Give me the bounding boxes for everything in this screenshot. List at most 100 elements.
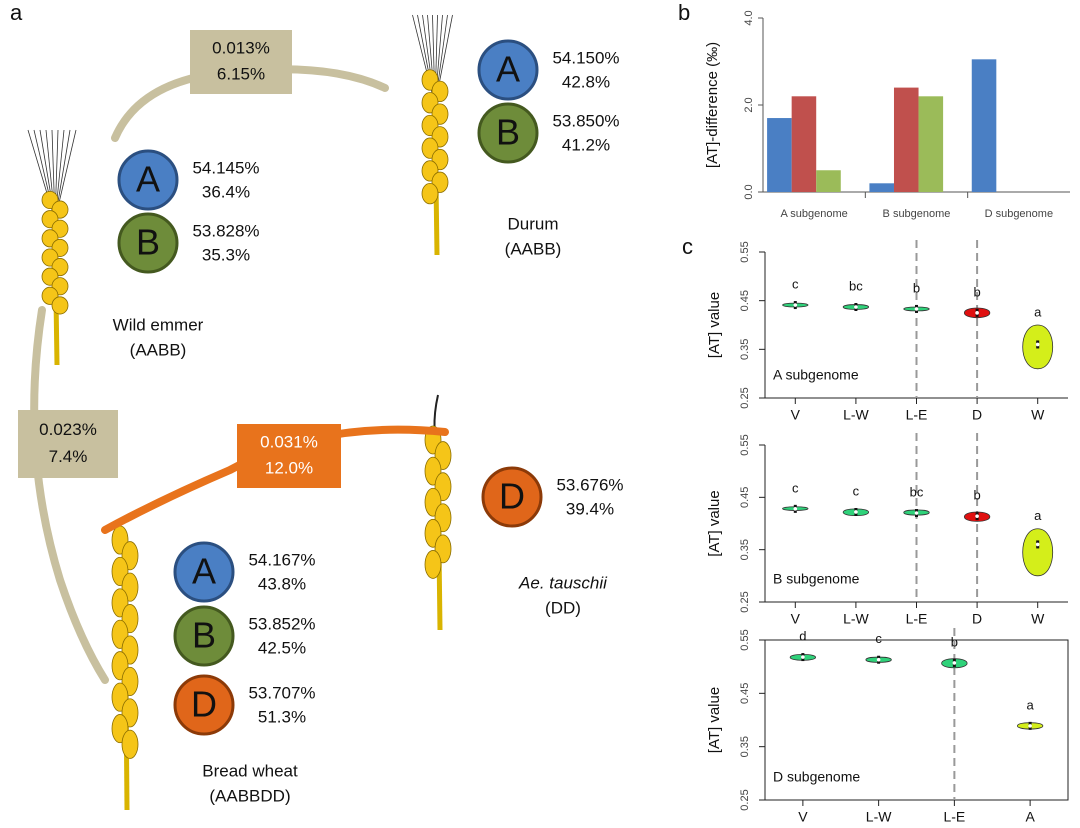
x-tick-label: L-W: [866, 809, 892, 825]
y-axis-title: [AT] value: [706, 687, 723, 753]
subgenome-circle: [477, 102, 539, 164]
subgenome-value: 53.707%: [248, 683, 315, 702]
species-name: Wild emmer: [113, 315, 204, 334]
y-tick-label: 0.45: [739, 683, 751, 704]
violin-median: [801, 655, 805, 659]
violin-median: [952, 661, 957, 665]
significance-letter: c: [792, 480, 799, 495]
bar: [893, 87, 919, 192]
bar: [971, 59, 997, 193]
panel-label: c: [682, 234, 693, 259]
x-tick-label: A subgenome: [781, 208, 848, 220]
arrow-box: [190, 30, 292, 94]
subgenome-value: 51.3%: [258, 707, 306, 726]
x-tick-label: L-E: [906, 407, 928, 423]
x-tick-label: B subgenome: [883, 208, 951, 220]
subgenome-value: 53.676%: [556, 475, 623, 494]
subgenome-value: 36.4%: [202, 182, 250, 201]
subgenome-label: A subgenome: [773, 367, 859, 383]
violin-median: [914, 307, 919, 311]
violin-median: [1035, 342, 1040, 347]
violin-median: [914, 511, 919, 515]
violin-median: [975, 311, 979, 315]
subgenome-value: 43.8%: [258, 574, 306, 593]
violin-median: [876, 657, 881, 662]
y-tick-label: 0.45: [739, 487, 751, 508]
subgenome-letter: D: [499, 476, 525, 517]
significance-letter: a: [1034, 304, 1042, 319]
arrow-label: 0.031%: [260, 433, 318, 452]
subgenome-letter: B: [136, 222, 160, 263]
x-tick-label: D subgenome: [985, 208, 1054, 220]
subgenome-letter: A: [192, 551, 216, 592]
y-axis-title: [AT]-difference (‰): [704, 42, 721, 168]
subgenome-label: B subgenome: [773, 571, 860, 587]
x-tick-label: L-E: [943, 809, 965, 825]
subgenome-value: 54.150%: [552, 48, 619, 67]
species-name: Durum: [507, 214, 558, 233]
subgenome-circle: [477, 39, 539, 101]
panel-label: a: [10, 0, 23, 25]
violin-median: [793, 507, 798, 511]
significance-letter: bc: [849, 278, 863, 293]
y-tick-label: 0.55: [739, 241, 751, 262]
subgenome-letter: A: [136, 159, 160, 200]
subgenome-circle: [481, 466, 543, 528]
spikelet: [421, 183, 439, 205]
x-tick-label: V: [798, 809, 808, 825]
x-tick-label: V: [791, 407, 801, 423]
violin-median: [793, 303, 798, 307]
species-genome: (AABB): [505, 239, 562, 258]
panel-label: b: [678, 0, 690, 25]
violin-median: [854, 305, 858, 309]
species-name: Bread wheat: [202, 761, 298, 780]
subgenome-value: 42.5%: [258, 638, 306, 657]
subgenome-value: 54.145%: [192, 158, 259, 177]
subgenome-value: 41.2%: [562, 135, 610, 154]
species-genome: (AABB): [130, 340, 187, 359]
spikelet: [51, 296, 69, 315]
x-tick-label: W: [1031, 611, 1045, 627]
y-axis-title: [AT] value: [706, 292, 723, 358]
significance-letter: bc: [910, 484, 924, 499]
subgenome-circle: [117, 212, 179, 274]
subgenome-value: 42.8%: [562, 72, 610, 91]
x-tick-label: V: [791, 611, 801, 627]
x-tick-label: L-W: [843, 407, 869, 423]
y-tick-label: 2.0: [743, 97, 755, 112]
violin-median: [1035, 542, 1040, 547]
arrow-box: [18, 410, 118, 478]
significance-letter: c: [853, 483, 860, 498]
significance-letter: d: [799, 629, 806, 644]
violin: [1022, 528, 1054, 577]
subgenome-value: 39.4%: [566, 499, 614, 518]
arrow-label: 12.0%: [265, 458, 313, 477]
x-tick-label: L-W: [843, 611, 869, 627]
significance-letter: b: [973, 488, 980, 503]
y-tick-label: 0.35: [739, 339, 751, 360]
arrow: [30, 306, 109, 684]
arrow-label: 6.15%: [217, 64, 265, 83]
significance-letter: b: [951, 634, 958, 649]
species-genome: (DD): [545, 598, 581, 617]
y-tick-label: 4.0: [743, 10, 755, 25]
spikelet: [121, 729, 139, 759]
x-tick-label: D: [972, 407, 982, 423]
x-tick-label: A: [1025, 809, 1035, 825]
bar: [816, 170, 841, 192]
y-tick-label: 0.45: [739, 290, 751, 311]
subgenome-circle: [117, 149, 179, 211]
subgenome-letter: D: [191, 684, 217, 725]
subgenome-value: 54.167%: [248, 550, 315, 569]
x-tick-label: L-E: [906, 611, 928, 627]
species-genome: (AABBDD): [209, 786, 290, 805]
y-tick-label: 0.25: [739, 387, 751, 408]
y-tick-label: 0.55: [739, 629, 751, 650]
significance-letter: a: [1027, 697, 1035, 712]
bar: [869, 183, 894, 192]
subgenome-value: 35.3%: [202, 245, 250, 264]
y-tick-label: 0.35: [739, 539, 751, 560]
subgenome-circle: [173, 605, 235, 667]
bar: [918, 96, 944, 192]
